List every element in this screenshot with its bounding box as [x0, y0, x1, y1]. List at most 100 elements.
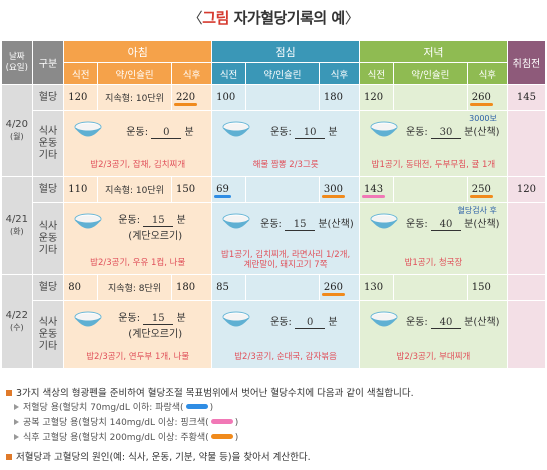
highlight-orange: 260: [321, 282, 346, 296]
meal-cell: 운동: 0 분 밥2/3공기, 순대국, 감자볶음: [211, 300, 361, 369]
legend-fasting-high: 공복 고혈당 용(혈당치 140mg/dL 이상: 핑크색(): [6, 416, 541, 431]
highlight-pink: 143: [362, 184, 386, 198]
glucose-value: 100: [211, 84, 246, 111]
rice-bowl-icon: [222, 213, 250, 229]
header-morning-med: 약/인슐린: [97, 62, 173, 85]
figure-title: 〈그림 자가혈당기록의 예〉: [187, 9, 360, 27]
header-morning-before: 식전: [63, 62, 99, 85]
meal-cell: 혈당검사 후 운동: 40 분(산책) 밥1공기, 청국장: [359, 202, 508, 275]
glucose-value: 300: [318, 176, 361, 203]
glucose-value: 180: [171, 274, 213, 301]
exercise-text: 운동: 30 분(산책): [406, 127, 500, 139]
exercise-text: 운동: 15 분: [118, 215, 186, 227]
glucose-value: 150: [171, 176, 213, 203]
legend-low: 저혈당 용(혈당치 70mg/dL 이하: 파랑색(): [6, 401, 541, 416]
glucose-value: 110: [63, 176, 99, 203]
pink-highlighter-swatch: [210, 419, 233, 424]
highlight-orange: 300: [321, 184, 346, 198]
header-noon-med: 약/인슐린: [244, 62, 320, 85]
meal-cell: 운동: 15 분 (계단오르기) 밥2/3공기, 연두부 1개, 나물: [63, 300, 213, 369]
meal-cell: 운동: 15 분(산책) 밥1공기, 김치찌개, 라면사리 1/2개, 계란말이…: [211, 202, 361, 275]
food-text: 밥2/3공기, 우유 1컵, 나물: [90, 258, 186, 268]
glucose-value: 120: [359, 84, 394, 111]
rice-bowl-icon: [370, 213, 398, 229]
header-morning-after: 식후: [171, 62, 213, 85]
rice-bowl-icon: [222, 311, 250, 327]
rice-bowl-icon: [74, 121, 102, 137]
glucose-label: 혈당: [31, 274, 65, 301]
header-evening: 저녁: [359, 40, 508, 63]
date-cell: 4/20 (월): [1, 84, 33, 177]
header-bedtime: 취침전: [506, 40, 547, 85]
highlight-orange: 260: [469, 92, 493, 106]
date-cell: 4/22 (수): [1, 274, 33, 369]
exercise-text: 운동: 0 분: [126, 127, 194, 139]
exercise-text: 운동: 40 분(산책): [406, 219, 500, 231]
food-text: 밥2/3공기, 부대찌개: [396, 352, 471, 362]
footer-cause-note: 저혈당과 고혈당의 원인(예: 식사, 운동, 기분, 약물 등)을 찾아서 계…: [6, 450, 541, 465]
bullet-triangle-icon: [14, 433, 19, 440]
bedtime-value: 145: [506, 84, 547, 111]
footer-main-note: 3가지 색상의 형광펜을 준비하여 혈당조절 목표범위에서 벗어난 혈당수치에 …: [6, 386, 541, 401]
glucose-value: 80: [63, 274, 99, 301]
glucose-log-table: 날짜 (요일) 구분 아침 점심 저녁 취침전 식전 약/인슐린 식후 식전 약/…: [1, 40, 547, 369]
bullet-triangle-icon: [14, 403, 19, 410]
glucose-label: 혈당: [31, 176, 65, 203]
meal-label: 식사 운동 기타: [31, 300, 65, 369]
meal-cell: 운동: 15 분 (계단오르기) 밥2/3공기, 우유 1컵, 나물: [63, 202, 213, 275]
exercise-text: 운동: 40 분(산책): [406, 317, 500, 329]
medication-value: [392, 176, 468, 203]
header-noon-after: 식후: [318, 62, 361, 85]
bedtime-empty: [506, 110, 547, 177]
glucose-value: 69: [211, 176, 246, 203]
exercise-extra: (계단오르기): [128, 231, 183, 242]
header-morning: 아침: [63, 40, 213, 63]
exercise-note: 3000보: [469, 114, 497, 123]
bedtime-empty: [506, 300, 547, 369]
meal-cell: 운동: 0 분 밥2/3공기, 잡채, 김치찌개: [63, 110, 213, 177]
highlight-blue: 69: [214, 184, 231, 198]
exercise-note: 혈당검사 후: [457, 206, 497, 215]
header-evening-after: 식후: [466, 62, 508, 85]
glucose-value: 85: [211, 274, 246, 301]
header-date: 날짜 (요일): [1, 40, 33, 85]
glucose-label: 혈당: [31, 84, 65, 111]
glucose-value: 250: [466, 176, 508, 203]
medication-value: [244, 84, 320, 111]
rice-bowl-icon: [74, 213, 102, 229]
glucose-value: 220: [171, 84, 213, 111]
glucose-value: 143: [359, 176, 394, 203]
rice-bowl-icon: [370, 121, 398, 137]
food-text: 해물 짬뽕 2/3그릇: [252, 160, 319, 170]
meal-cell: 운동: 40 분(산책) 밥2/3공기, 부대찌개: [359, 300, 508, 369]
exercise-text: 운동: 15 분(산책): [260, 219, 354, 231]
medication-value: 지속형: 10단위: [97, 84, 173, 111]
exercise-text: 운동: 10 분: [270, 127, 338, 139]
meal-label: 식사 운동 기타: [31, 110, 65, 177]
medication-value: 지속형: 10단위: [97, 176, 173, 203]
meal-cell: 3000보 운동: 30 분(산책) 밥1공기, 동태전, 두부무침, 귤 1개: [359, 110, 508, 177]
date-cell: 4/21 (화): [1, 176, 33, 275]
glucose-value: 120: [63, 84, 99, 111]
bullet-square-icon: [6, 389, 12, 396]
orange-highlighter-swatch: [210, 434, 233, 439]
food-text: 밥2/3공기, 잡채, 김치찌개: [90, 160, 186, 170]
medication-value: [392, 274, 468, 301]
food-text: 밥1공기, 동태전, 두부무침, 귤 1개: [371, 160, 496, 170]
food-text: 밥2/3공기, 순대국, 감자볶음: [234, 352, 337, 362]
rice-bowl-icon: [222, 121, 250, 137]
glucose-value: 260: [466, 84, 508, 111]
glucose-value: 150: [466, 274, 508, 301]
blue-highlighter-swatch: [185, 404, 208, 409]
medication-value: [244, 176, 320, 203]
header-evening-med: 약/인슐린: [392, 62, 468, 85]
legend-post-high: 식후 고혈당 용(혈당치 200mg/dL 이상: 주황색(): [6, 431, 541, 446]
food-text: 밥1공기, 김치찌개, 라면사리 1/2개, 계란말이, 돼지고기 7쪽: [221, 250, 351, 270]
food-text: 밥2/3공기, 연두부 1개, 나물: [86, 352, 190, 362]
food-text: 밥1공기, 청국장: [404, 258, 463, 268]
highlight-orange: 250: [469, 184, 493, 198]
bedtime-empty: [506, 202, 547, 275]
rice-bowl-icon: [74, 311, 102, 327]
meal-cell: 운동: 10 분 해물 짬뽕 2/3그릇: [211, 110, 361, 177]
medication-value: 지속형: 8단위: [97, 274, 173, 301]
